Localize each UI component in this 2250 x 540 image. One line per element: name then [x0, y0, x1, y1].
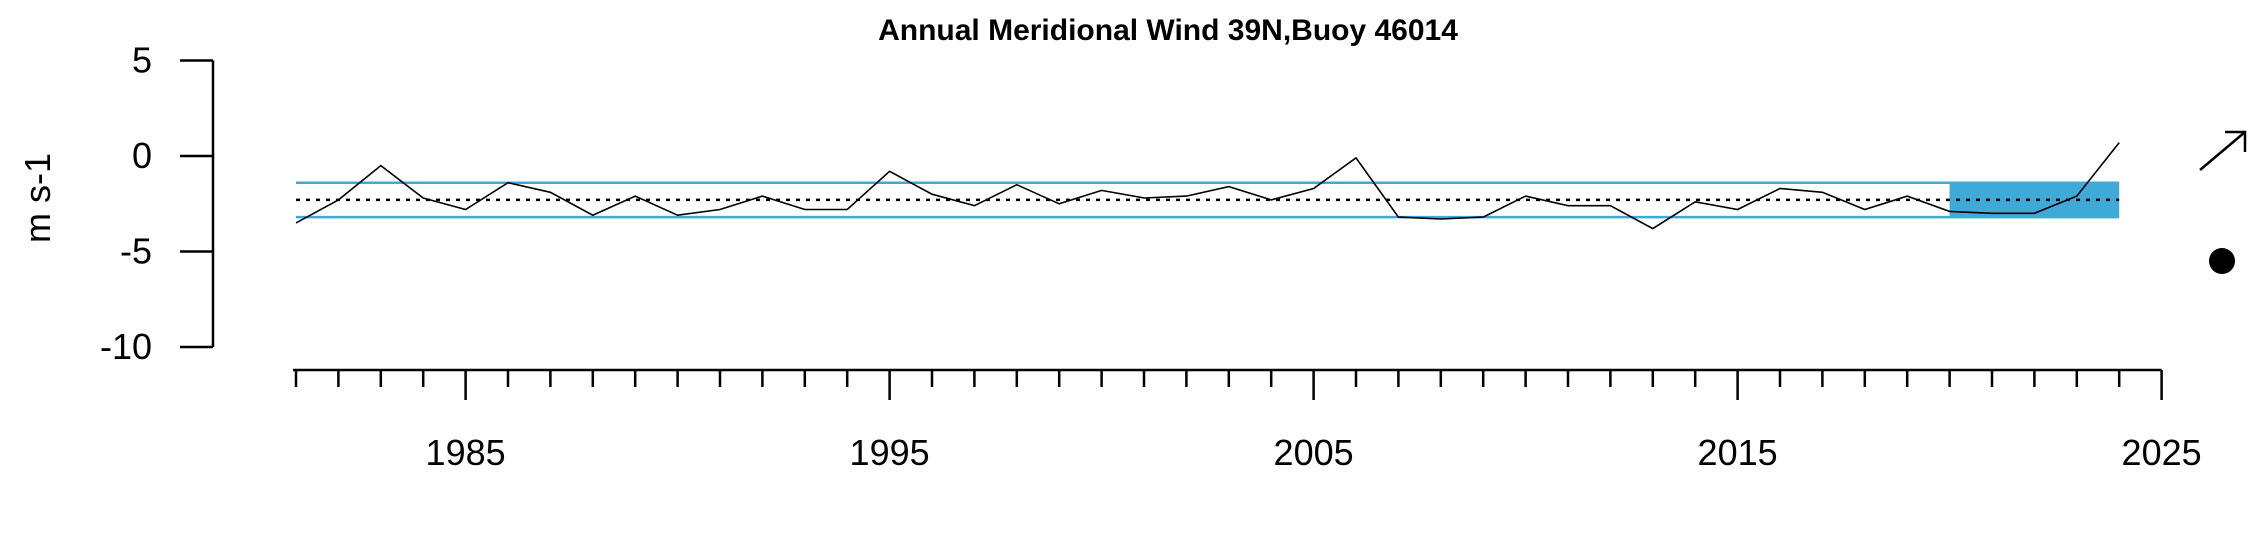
y-tick-label: 5 [132, 40, 152, 81]
plot-area: 5 0 -5 -10 1985 1995 2005 2015 2025 [100, 40, 2202, 474]
x-tick-label: 1985 [426, 432, 506, 473]
x-tick-label: 2025 [2122, 432, 2202, 473]
y-tick-label: -10 [100, 326, 152, 367]
x-tick-label: 1995 [850, 432, 930, 473]
x-tick-label: 2005 [1274, 432, 1354, 473]
x-tick-label: 2015 [1698, 432, 1778, 473]
trend-up-arrow-icon [2199, 130, 2247, 171]
y-axis-label: m s-1 [17, 153, 58, 243]
y-tick-label: -5 [120, 231, 152, 272]
mean-dot-icon [2209, 248, 2235, 274]
series-line [295, 142, 2120, 230]
chart-title: Annual Meridional Wind 39N,Buoy 46014 [878, 14, 1458, 47]
y-tick-label: 0 [132, 135, 152, 176]
